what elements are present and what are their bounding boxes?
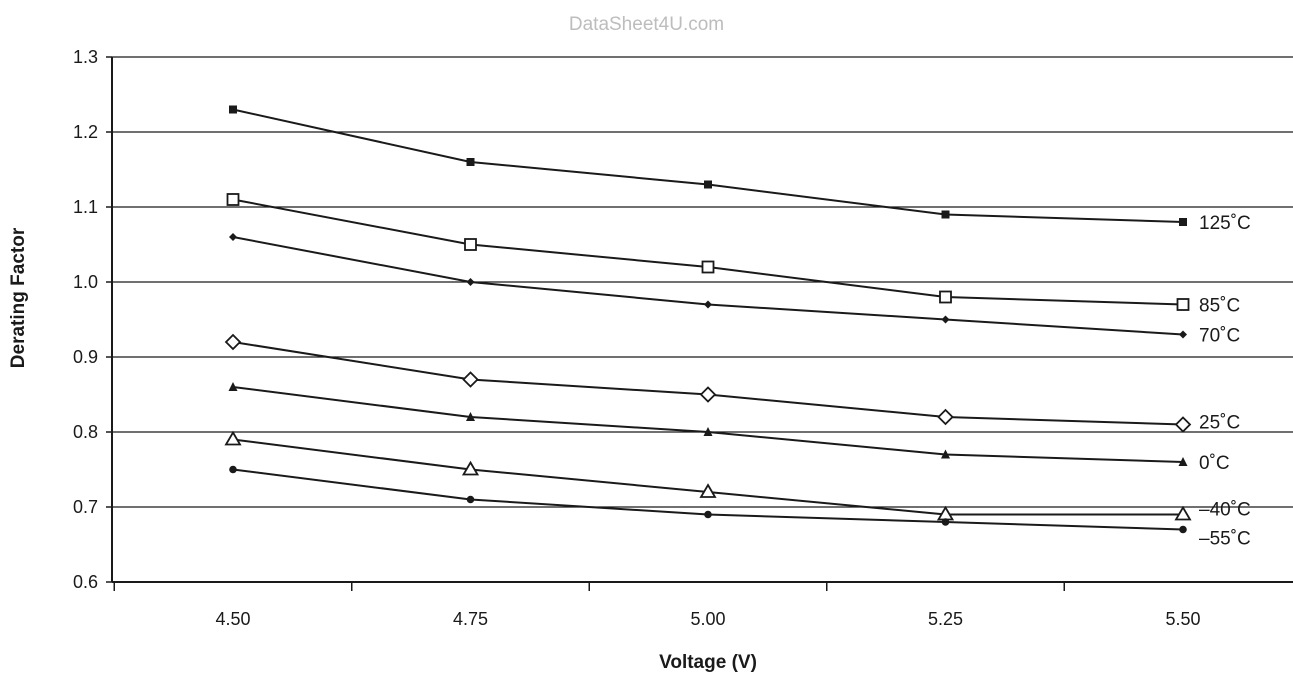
y-tick-label: 1.2: [73, 122, 98, 142]
data-point-marker: [941, 210, 950, 219]
labels-layer: Voltage (V) Derating Factor: [8, 227, 757, 673]
series-end-label: 85˚C: [1199, 296, 1240, 317]
series-end-label: 70˚C: [1199, 326, 1240, 347]
series-end-label: –55˚C: [1199, 529, 1251, 550]
series-group: 0˚C: [228, 382, 1230, 474]
data-point-marker: [1178, 457, 1188, 466]
data-point-marker: [941, 449, 950, 459]
data-point-marker: [939, 290, 952, 304]
x-tick-label: 5.25: [928, 609, 963, 629]
data-point-marker: [229, 105, 237, 114]
data-point-marker: [224, 430, 242, 446]
series-group: 70˚C: [229, 233, 1240, 347]
data-point-marker: [704, 180, 712, 189]
data-point-marker: [466, 495, 475, 504]
y-tick-label: 1.0: [73, 272, 98, 292]
data-point-marker: [461, 460, 480, 476]
axes-layer: 0.6 0.7 0.8 0.9 1.0 1.1 1.2 1.3 4.50 4.75 5.00 5.25…: [73, 47, 1293, 629]
watermark-text: DataSheet4U.com: [568, 14, 725, 35]
series-end-label: 125˚C: [1199, 213, 1251, 234]
data-point-marker: [699, 386, 717, 403]
x-tick-label: 4.75: [453, 609, 488, 629]
series-line: [232, 108, 1184, 223]
data-point-marker: [1176, 298, 1190, 311]
data-point-marker: [464, 238, 477, 251]
y-axis-label: Derating Factor: [8, 227, 29, 368]
data-point-marker: [941, 518, 950, 526]
series-line: [232, 341, 1184, 426]
data-point-marker: [466, 158, 475, 166]
x-tick-label: 5.50: [1165, 609, 1200, 629]
data-point-marker: [701, 260, 715, 274]
series-line: [232, 198, 1184, 306]
series-group: 85˚C: [226, 193, 1240, 317]
data-point-marker: [462, 371, 479, 388]
data-point-marker: [229, 233, 237, 241]
data-point-marker: [1179, 330, 1187, 339]
series-group: –55˚C: [229, 465, 1251, 550]
x-tick-label: 4.50: [215, 609, 250, 629]
data-point-marker: [1174, 505, 1192, 521]
series-group: 25˚C: [224, 333, 1240, 434]
y-tick-label: 0.7: [73, 497, 98, 517]
series-end-label: –40˚C: [1199, 500, 1251, 521]
data-point-marker: [703, 427, 713, 436]
data-point-marker: [226, 193, 240, 206]
x-tick-label: 5.00: [690, 609, 725, 629]
data-point-marker: [1174, 416, 1192, 433]
series-line: [232, 468, 1184, 531]
data-point-marker: [704, 510, 712, 519]
y-tick-label: 0.8: [73, 422, 98, 442]
series-group: –40˚C: [224, 430, 1251, 521]
data-point-marker: [1179, 218, 1187, 226]
y-tick-label: 0.6: [73, 572, 98, 592]
y-tick-label: 1.1: [73, 197, 98, 217]
data-point-marker: [937, 408, 954, 426]
data-point-marker: [229, 465, 237, 474]
data-point-marker: [224, 333, 242, 351]
y-tick-label: 0.9: [73, 347, 98, 367]
data-point-marker: [704, 300, 712, 309]
series-end-label: 0˚C: [1199, 453, 1230, 474]
series-line: [232, 438, 1183, 516]
series-end-label: 25˚C: [1199, 413, 1240, 434]
series-group: 125˚C: [229, 105, 1251, 234]
data-point-marker: [228, 382, 238, 391]
data-point-marker: [466, 278, 475, 286]
x-axis-label: Voltage (V): [659, 652, 757, 673]
data-point-marker: [699, 483, 717, 498]
data-point-marker: [1179, 525, 1187, 534]
series-line: [232, 236, 1184, 336]
grid-layer: [112, 56, 1293, 508]
data-point-marker: [941, 315, 950, 324]
y-tick-label: 1.3: [73, 47, 98, 67]
series-layer: 125˚C 85˚C 70˚C 25˚C 0˚C –40˚C –55˚C: [224, 105, 1251, 550]
data-point-marker: [466, 412, 475, 421]
